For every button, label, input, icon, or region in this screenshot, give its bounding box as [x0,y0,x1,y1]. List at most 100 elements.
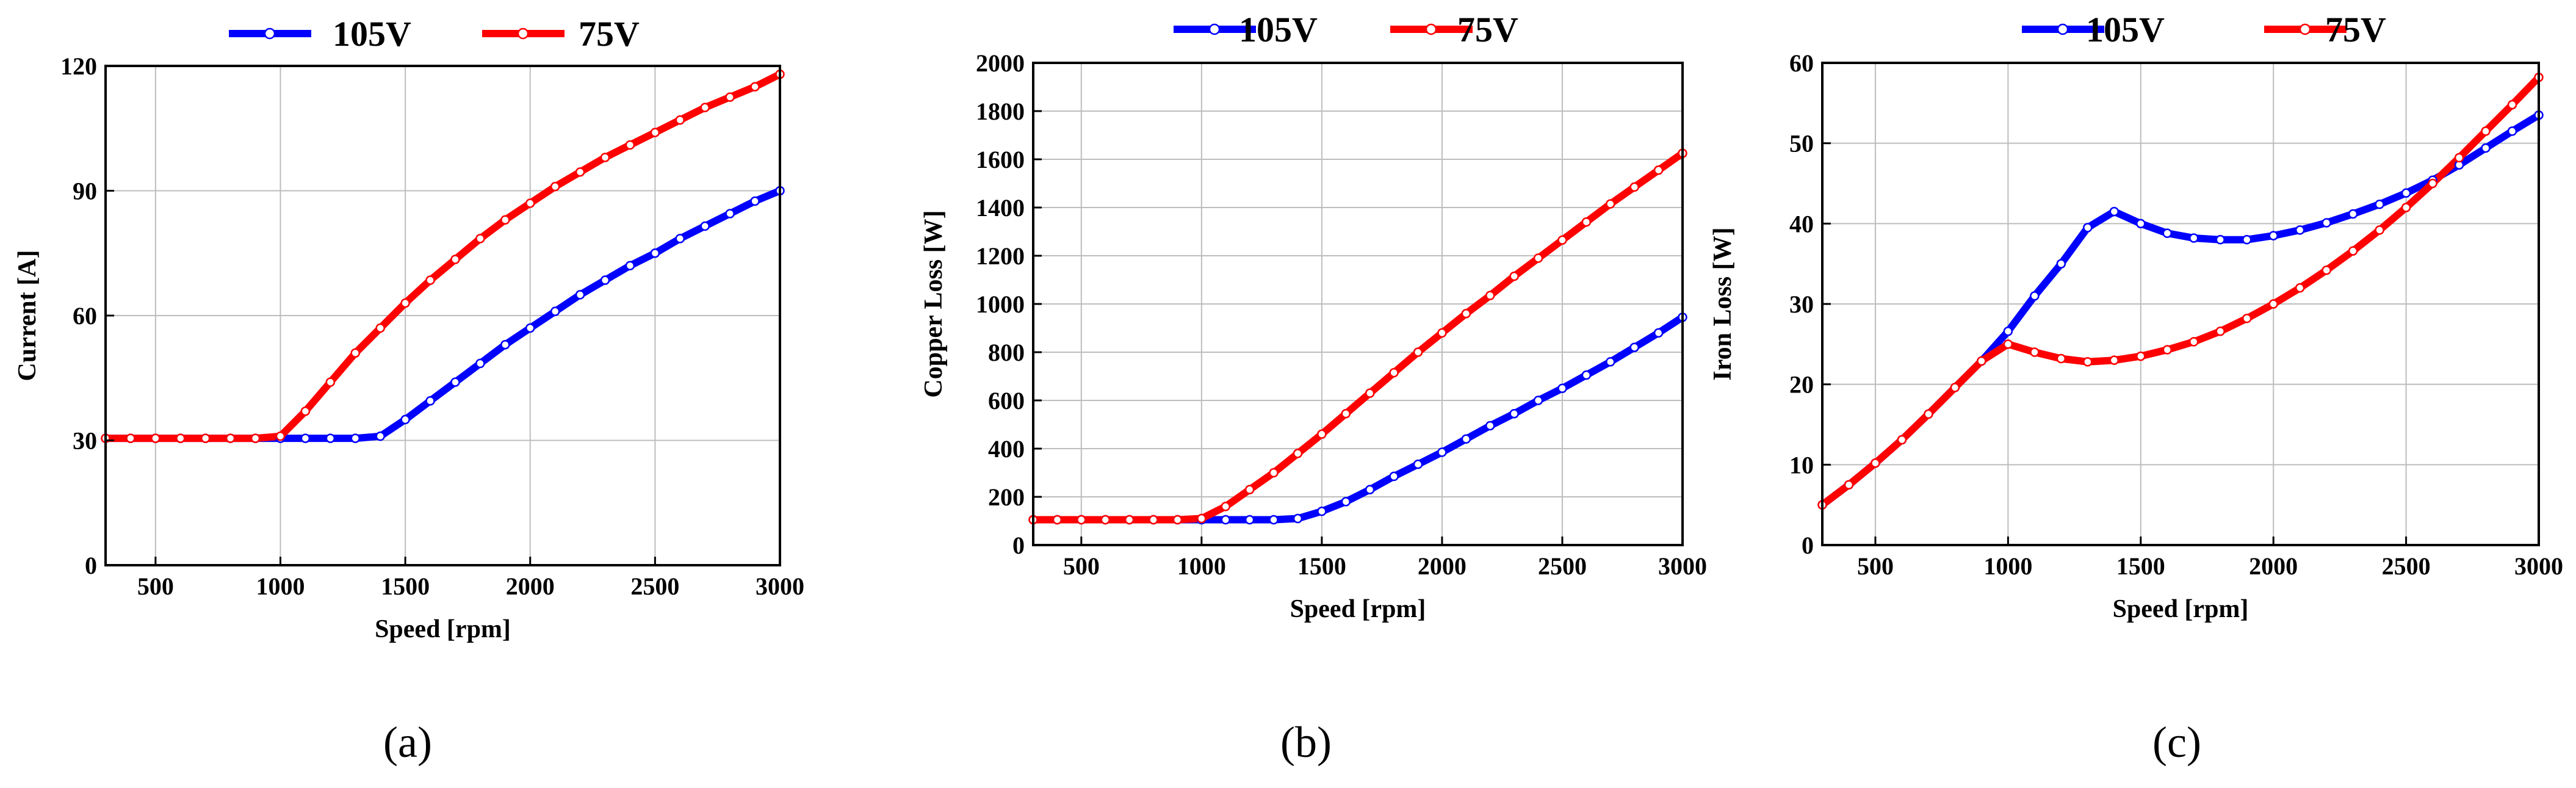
data-point-75V [700,103,710,112]
data-point-75V [600,153,610,162]
x-tick-label: 1000 [256,573,305,600]
x-tick-label: 500 [1063,552,1100,580]
data-point-105V [475,358,485,369]
data-point-105V [2188,233,2199,243]
data-point-105V [525,323,535,333]
y-axis-label: Current [A] [13,250,41,381]
y-tick-label: 1200 [976,242,1025,270]
data-point-105V [400,414,410,425]
x-tick-label: 3000 [1658,552,1707,580]
data-point-75V [1485,291,1495,300]
data-point-75V [1197,513,1207,524]
y-tick-label: 20 [1789,371,1814,399]
data-point-75V [2481,126,2491,136]
y-tick-label: 2000 [976,49,1025,77]
data-point-75V [2401,203,2411,212]
legend-marker-75V [517,27,529,40]
y-axis-label: Copper Loss [W] [920,210,948,397]
legend-marker-75V [1425,23,1437,35]
data-point-105V [1533,396,1543,405]
chart-panel-1: 500 1000 1500 2000 2500 3000 0 30 60 90 120 Speed [… [13,14,804,767]
data-point-75V [1461,309,1471,319]
y-tick-label: 120 [60,52,97,80]
data-point-75V [1293,449,1303,458]
data-point-75V [500,215,510,225]
data-point-75V [350,348,361,358]
data-point-75V [2136,351,2146,361]
y-tick-label: 10 [1789,451,1814,479]
x-tick-label: 2500 [2382,552,2431,580]
data-point-75V [1052,515,1063,525]
series-line-75V [1030,150,1686,524]
legend-marker-75V [2299,23,2311,35]
data-point-75V [1653,165,1664,175]
y-tick-label: 600 [988,387,1025,414]
data-point-75V [2375,225,2384,235]
series-line-105V [1030,313,1686,524]
data-point-105V [2030,291,2040,301]
data-point-75V [300,407,311,416]
data-point-105V [2375,199,2384,209]
x-tick-label: 2500 [630,573,679,600]
panel-caption: (b) [1280,718,1332,767]
y-tick-label: 800 [988,339,1025,366]
y-tick-label: 60 [1789,49,1814,77]
legend-label-105V: 105V [2086,10,2165,49]
data-point-75V [675,115,685,125]
legend-marker-105V [264,27,276,40]
legend-label-75V: 75V [579,14,640,54]
data-point-75V [151,433,161,443]
y-tick-label: 60 [73,302,97,330]
data-point-75V [725,92,735,102]
data-point-105V [2215,234,2225,245]
data-point-75V [1172,515,1183,525]
data-point-75V [1365,388,1375,398]
data-point-75V [2348,246,2358,256]
x-tick-label: 1500 [381,573,430,600]
y-tick-label: 90 [73,178,97,205]
x-axis-label: Speed [rpm] [2113,595,2249,623]
x-tick-label: 1000 [1177,552,1226,580]
data-point-75V [1557,235,1567,245]
data-point-105V [1244,515,1255,525]
data-point-75V [2215,327,2225,336]
series-line-105V [102,187,784,443]
data-point-75V [1629,182,1639,192]
data-point-105V [300,433,311,443]
data-point-75V [375,323,385,333]
y-axis-label: Iron Loss [W] [1709,227,1737,380]
data-point-105V [2401,188,2411,198]
data-point-105V [1437,447,1447,457]
data-point-105V [550,306,560,316]
data-point-75V [2188,337,2199,347]
data-point-105V [2083,223,2093,233]
data-point-75V [1269,468,1279,478]
x-tick-label: 1500 [1297,552,1346,580]
data-point-75V [2454,153,2464,163]
y-tick-label: 40 [1789,210,1814,237]
data-point-105V [1413,459,1423,469]
legend-label-75V: 75V [1457,10,1518,49]
data-point-75V [1389,367,1399,378]
data-point-75V [1977,356,1986,366]
data-point-75V [225,433,236,443]
y-tick-label: 30 [73,427,97,455]
data-point-105V [1389,471,1399,482]
data-point-75V [2056,353,2066,364]
data-point-75V [250,433,261,443]
y-tick-label: 0 [1012,532,1025,559]
data-point-75V [2507,99,2517,110]
x-tick-label: 500 [1857,552,1894,580]
y-tick-label: 1800 [976,98,1025,125]
data-point-75V [275,431,286,441]
data-point-75V [1509,271,1519,281]
chart-panel-2: 500 1000 1500 2000 2500 3000 0 200 400 600 800 1000… [920,10,1707,767]
data-point-75V [1606,199,1615,209]
data-point-75V [2242,313,2252,324]
data-point-105V [625,261,635,270]
data-point-105V [375,431,385,441]
data-point-105V [725,209,735,219]
data-point-105V [2056,259,2066,269]
data-point-105V [1269,515,1279,525]
data-point-105V [2507,126,2517,136]
